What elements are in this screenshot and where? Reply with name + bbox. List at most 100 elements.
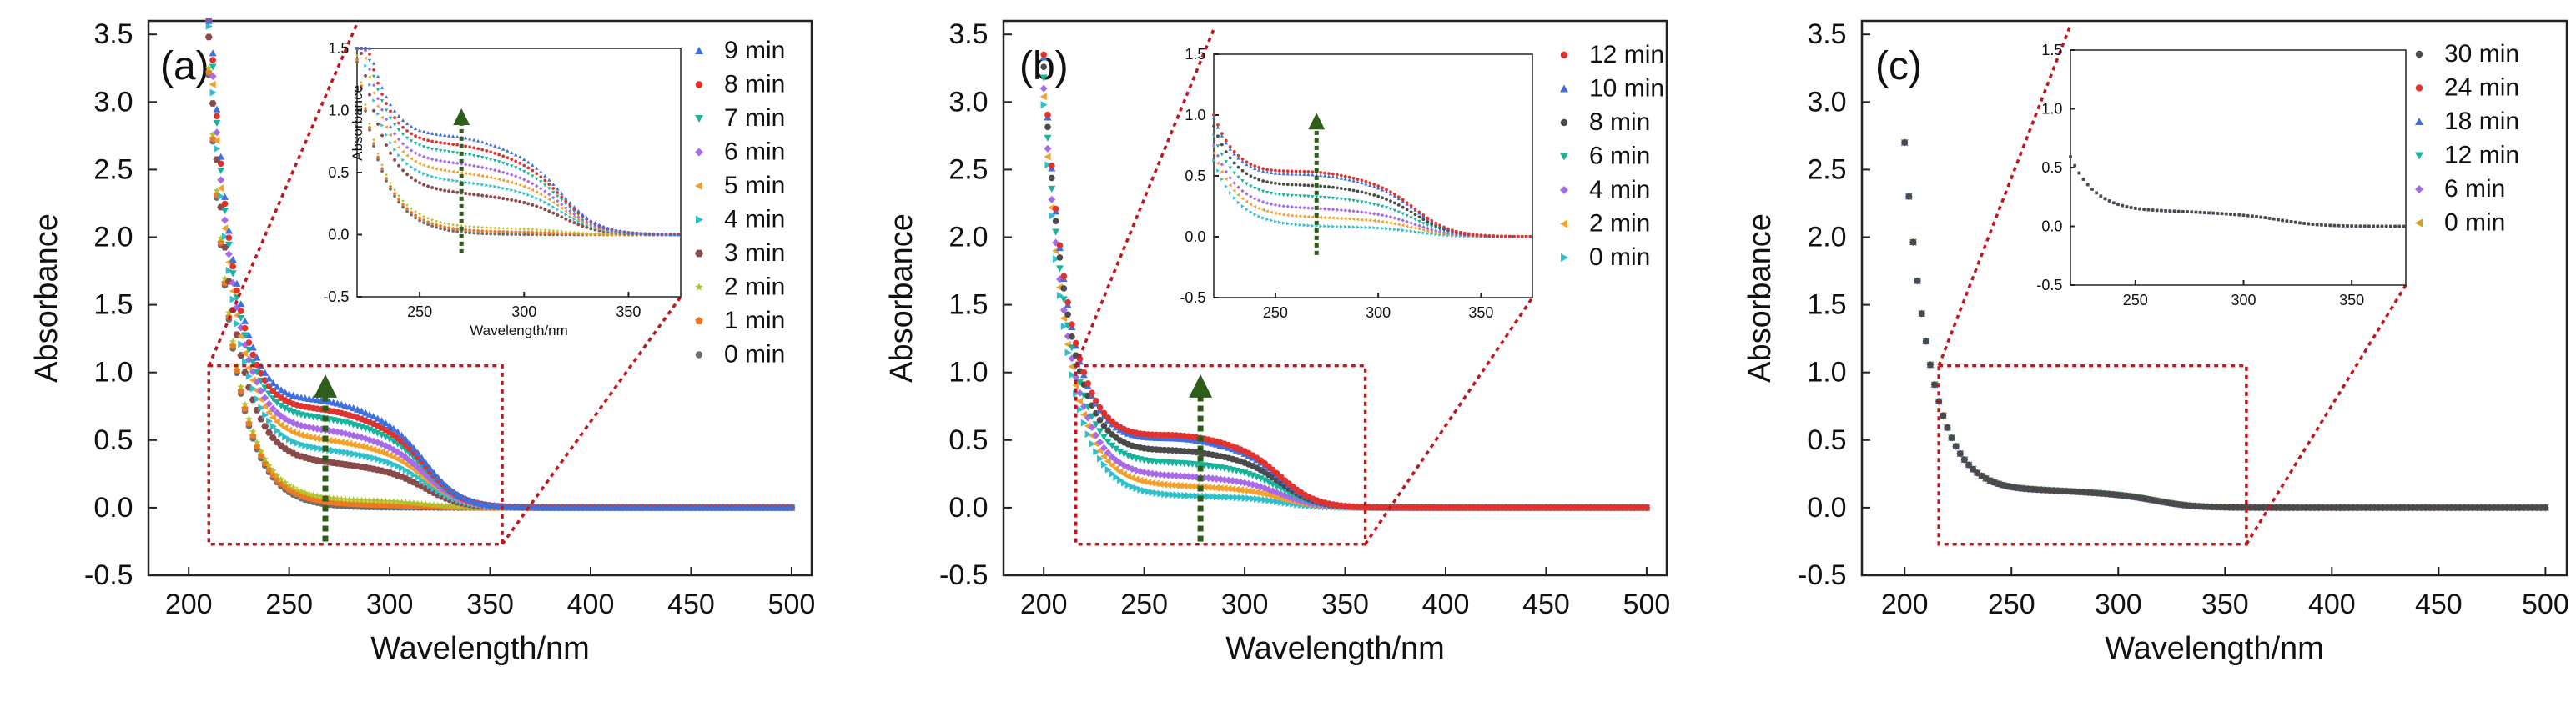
inset-data-point <box>1306 170 1310 173</box>
inset-data-point <box>1422 218 1426 221</box>
chart_data.0.inset-y-tick-label: 1.5 <box>328 40 349 57</box>
inset-data-point <box>1229 157 1232 160</box>
inset-data-point <box>1249 174 1252 178</box>
chart_data.2-y-tick-label: 1.0 <box>1807 357 1846 389</box>
inset-data-point <box>1422 213 1426 217</box>
data-point <box>209 100 217 107</box>
legend-marker <box>696 216 703 224</box>
data-point <box>229 263 236 270</box>
data-point <box>218 160 224 167</box>
data-point <box>209 57 216 63</box>
chart_data.1.inset-x-tick-label: 250 <box>1263 304 1288 321</box>
legend-marker <box>695 148 703 157</box>
inset-data-point <box>547 183 551 186</box>
chart_data.1-x-tick-label: 300 <box>1221 589 1269 620</box>
chart_data.0-x-tick-label: 300 <box>366 589 414 620</box>
inset-data-point <box>1406 201 1409 204</box>
data-point <box>1914 278 1921 284</box>
data-point <box>1049 163 1055 169</box>
legend-label: 0 min <box>724 341 785 369</box>
inset-data-point <box>1225 150 1228 153</box>
legend-marker <box>1560 186 1568 194</box>
inset-data-point <box>1418 215 1421 218</box>
inset-data-point <box>1216 134 1220 138</box>
inset-data-point <box>489 150 492 153</box>
inset-data-point <box>1438 223 1441 227</box>
inset-data-point <box>430 140 434 143</box>
chart_data.0-x-tick-label: 500 <box>768 589 816 620</box>
inset-data-point <box>480 148 484 152</box>
inset-data-point <box>1245 160 1249 163</box>
chart_data.2-y-tick-label: 0.0 <box>1807 492 1846 524</box>
data-point <box>214 113 220 119</box>
legend-item: 6 min <box>695 138 785 166</box>
inset-data-point <box>1361 178 1364 182</box>
inset-data-point <box>1348 176 1351 179</box>
chart_data.1-y-tick-label: 3.5 <box>948 18 988 50</box>
inset-data-point <box>535 172 538 175</box>
data-point <box>1044 123 1051 130</box>
legend-marker <box>695 283 703 291</box>
legend-item: 5 min <box>695 172 785 199</box>
inset-data-point <box>1385 188 1388 192</box>
data-point <box>209 81 216 88</box>
inset-data-point <box>1389 190 1392 193</box>
panel-label: (a) <box>160 44 209 88</box>
inset-data-point <box>1476 233 1479 237</box>
data-point <box>1053 206 1059 213</box>
inset-data-point <box>451 143 455 146</box>
inset-data-point <box>1414 213 1417 217</box>
data-point <box>1961 457 1968 464</box>
inset-data-point <box>1306 183 1310 187</box>
chart_data.0.inset-y-tick-label: 1.0 <box>328 103 349 119</box>
legend-item: 8 min <box>696 71 786 98</box>
inset-data-point <box>497 153 501 157</box>
chart_data.2-x-tick-label: 500 <box>2522 589 2569 620</box>
chart_data.2-y-tick-label: 3.5 <box>1807 18 1846 50</box>
legend-item: 2 min <box>695 273 785 301</box>
inset-data-point <box>1257 166 1260 169</box>
inset-data-point <box>556 191 559 194</box>
chart_data.1-x-tick-label: 250 <box>1120 589 1168 620</box>
data-point <box>217 168 224 174</box>
inset-data-point <box>385 102 388 105</box>
inset-data-point <box>1406 208 1409 212</box>
legend-item: 0 min <box>1561 243 1650 271</box>
inset-data-point <box>1336 186 1339 189</box>
inset-data-point <box>1274 182 1277 185</box>
chart_data.2-x-tick-label: 300 <box>2095 589 2142 620</box>
inset-data-point <box>1241 158 1245 161</box>
chart_data.2-y-tick-label: 1.5 <box>1807 289 1846 321</box>
inset-data-point <box>1500 235 1503 238</box>
inset-data-point <box>1376 184 1380 188</box>
inset-data-point <box>472 146 475 149</box>
inset-data-point <box>522 164 526 168</box>
inset-data-point <box>1389 199 1392 203</box>
data-point <box>1093 398 1099 404</box>
inset-data-point <box>1212 124 1215 128</box>
inset-data-point <box>1480 233 1483 237</box>
legend-marker <box>695 250 703 258</box>
inset-data-point <box>1249 163 1252 166</box>
inset-data-point <box>518 162 521 165</box>
data-point <box>1081 369 1088 376</box>
inset-data-point <box>464 144 467 148</box>
data-point <box>1057 242 1064 248</box>
chart_data.1.inset-y-tick-label: 0.0 <box>1185 228 1205 245</box>
data-point <box>229 270 237 277</box>
chart_data.1-y-tick-label: 1.5 <box>948 289 988 321</box>
inset-data-point <box>1521 235 1524 238</box>
chart_data.1-y-tick-label: 3.0 <box>948 86 988 118</box>
y-axis-title: Absorbance <box>1743 213 1778 383</box>
inset-data-point <box>1434 222 1437 225</box>
chart_data.2-y-tick-label: 3.0 <box>1807 86 1846 118</box>
chart_data.0.inset-x-tick-label: 250 <box>407 303 432 320</box>
inset-data-point <box>1336 173 1339 177</box>
chart_data.1-y-tick-label: -0.5 <box>939 559 989 591</box>
legend-item: 4 min <box>1560 176 1650 203</box>
data-point <box>1923 338 1929 345</box>
inset-data-point <box>1311 184 1314 188</box>
inset-data-point <box>1496 234 1499 238</box>
